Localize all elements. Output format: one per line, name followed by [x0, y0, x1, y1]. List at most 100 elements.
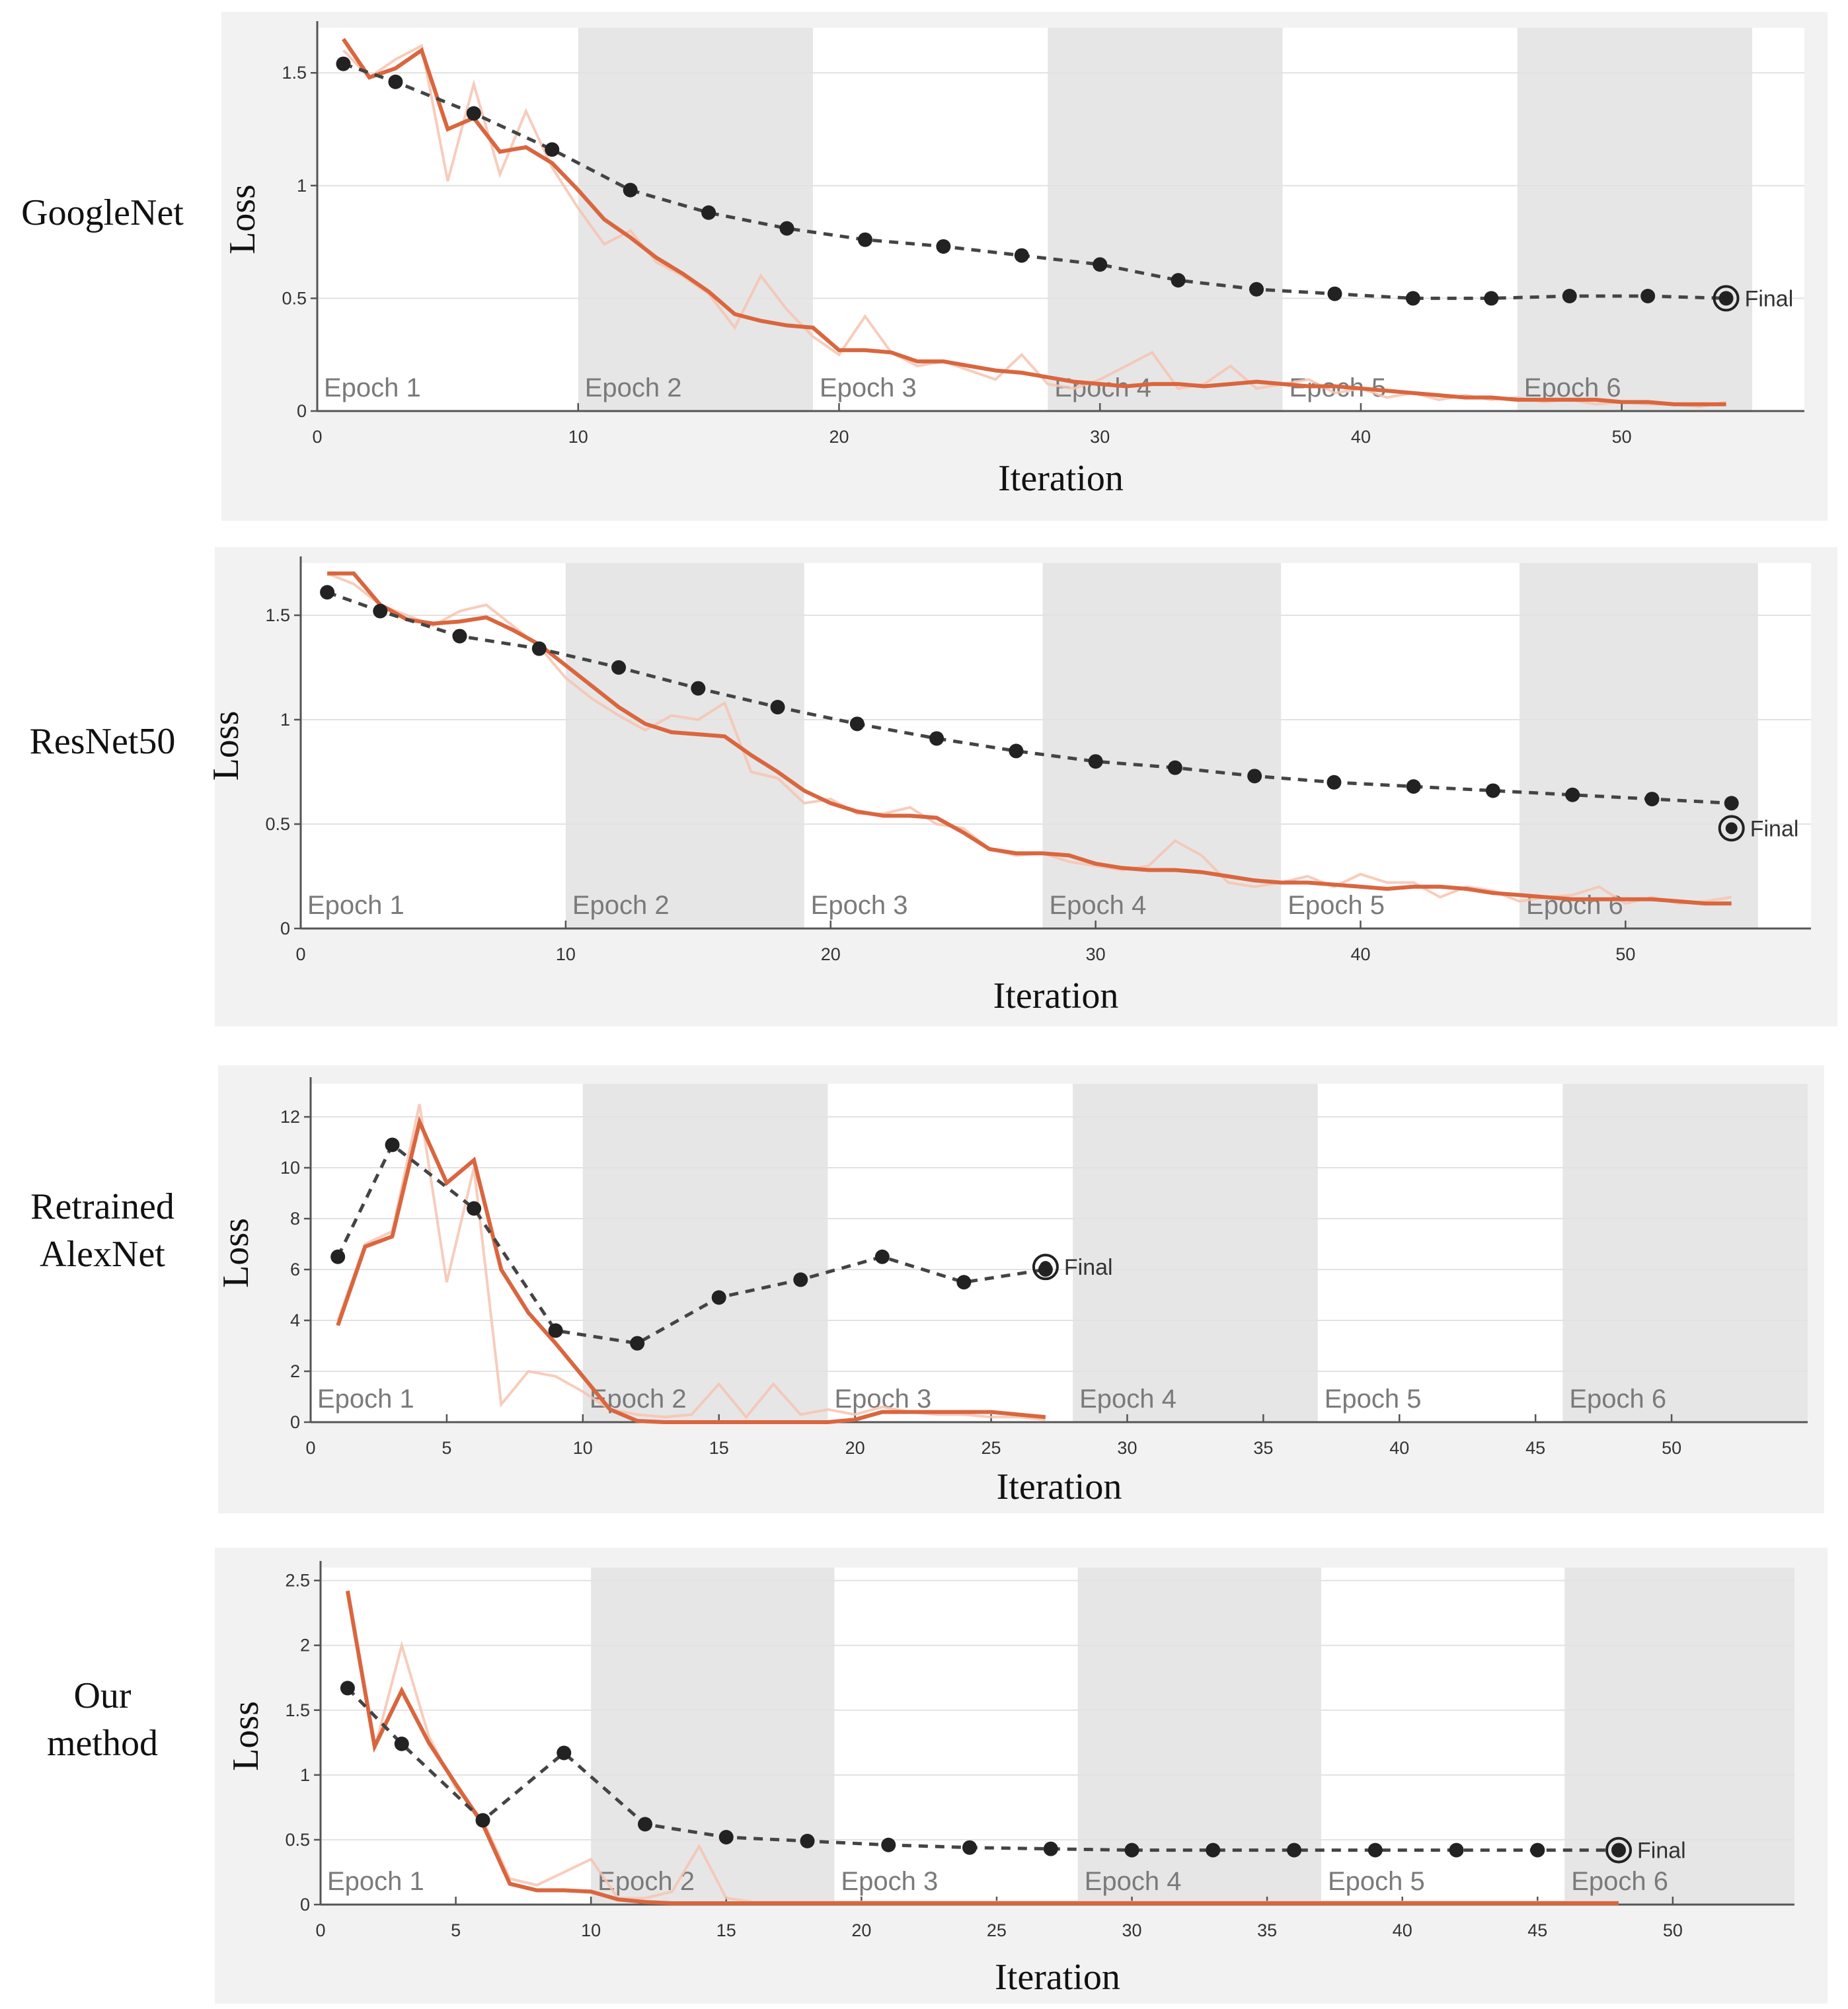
validation-point: [1530, 1842, 1545, 1858]
x-tick-label: 45: [1525, 1438, 1545, 1458]
y-axis-title: Loss: [222, 184, 263, 254]
x-tick-label: 30: [1090, 427, 1110, 447]
validation-point: [936, 239, 951, 254]
validation-point: [1171, 273, 1186, 288]
model-label: Our method: [47, 1675, 158, 1764]
y-tick-label: 0.5: [285, 1830, 310, 1850]
x-tick-label: 50: [1662, 1438, 1681, 1458]
final-label: Final: [1745, 286, 1794, 311]
validation-point: [1449, 1842, 1464, 1858]
x-tick-label: 0: [295, 944, 305, 964]
x-tick-label: 20: [851, 1920, 871, 1940]
validation-point: [340, 1681, 355, 1696]
y-tick-label: 0.5: [282, 288, 307, 308]
validation-point: [531, 641, 547, 656]
epoch-band: [582, 1084, 828, 1422]
validation-point: [770, 700, 785, 715]
validation-point: [1014, 248, 1029, 263]
chart-panel-3: 0 2 4 6 8 10 12 0 5 10 15 20 25 30 35 40 45 50 Epoch 1 Epoc…: [30, 1065, 1824, 1513]
epoch-label: Epoch 5: [1288, 891, 1385, 920]
x-tick-label: 5: [442, 1438, 451, 1458]
plot-area: [311, 1084, 1808, 1422]
epoch-band: [578, 28, 813, 411]
y-tick-label: 1: [297, 176, 307, 196]
training-loss-smoothed-line: [336, 1116, 1046, 1424]
y-tick-label: 1.5: [285, 1700, 310, 1720]
x-tick-label: 20: [821, 944, 841, 964]
validation-point: [857, 232, 872, 247]
model-label: GoogleNet: [21, 192, 184, 233]
epoch-label: Epoch 3: [811, 891, 908, 920]
epoch-label: Epoch 2: [585, 373, 682, 402]
validation-point: [1249, 282, 1264, 297]
validation-point: [373, 603, 388, 619]
epoch-band: [1517, 28, 1753, 411]
final-marker-dot: [1613, 1844, 1625, 1856]
epoch-band: [565, 563, 804, 929]
validation-point: [929, 731, 944, 746]
validation-point: [881, 1837, 896, 1852]
x-tick-label: 20: [829, 427, 849, 447]
epoch-band: [1077, 1568, 1321, 1905]
epoch-label: Epoch 2: [590, 1384, 687, 1414]
validation-point: [1088, 754, 1103, 769]
validation-point: [1247, 769, 1262, 784]
epoch-band: [1564, 1568, 1794, 1905]
validation-point: [1124, 1842, 1139, 1858]
x-tick-label: 15: [709, 1438, 729, 1458]
epoch-label: Epoch 3: [820, 373, 917, 402]
epoch-band: [1520, 563, 1758, 929]
validation-point: [545, 142, 560, 157]
x-axis-title: Iteration: [998, 458, 1124, 499]
validation-loss-line: [336, 1142, 1046, 1346]
epoch-label: Epoch 4: [1079, 1384, 1176, 1414]
training-loss-smoothed-line: [327, 571, 1732, 906]
validation-point: [548, 1323, 563, 1338]
model-label-line: GoogleNet: [21, 192, 184, 233]
epoch-label: Epoch 1: [327, 1867, 424, 1896]
x-tick-label: 35: [1253, 1438, 1273, 1458]
validation-point: [1206, 1842, 1221, 1858]
x-tick-label: 30: [1122, 1920, 1141, 1940]
model-label: Retrained AlexNet: [30, 1186, 174, 1275]
x-axis-title: Iteration: [993, 975, 1119, 1016]
validation-point: [1327, 775, 1342, 790]
x-tick-label: 10: [556, 944, 576, 964]
validation-point: [793, 1272, 808, 1287]
epoch-label: Epoch 1: [317, 1384, 414, 1414]
validation-point: [1406, 779, 1421, 794]
x-tick-label: 40: [1350, 944, 1370, 964]
final-marker-dot: [1725, 822, 1738, 835]
model-label-line: Retrained: [30, 1186, 174, 1227]
chart-panel-2: 0 0.5 1 1.5 0 10 20 30 40 50 Epoch 1 Epoch 2 Epoch 3…: [30, 547, 1837, 1026]
validation-point: [800, 1833, 815, 1848]
epoch-band: [591, 1568, 835, 1905]
validation-point: [1167, 760, 1182, 775]
validation-point: [467, 1201, 482, 1216]
validation-point: [1484, 291, 1499, 306]
validation-point: [874, 1249, 890, 1264]
validation-point: [718, 1830, 734, 1844]
validation-point: [1367, 1842, 1383, 1858]
final-marker-ring: [1032, 1254, 1059, 1281]
y-tick-label: 1: [300, 1765, 310, 1785]
x-axis-title: Iteration: [995, 1957, 1120, 1998]
training-loss-smoothed-line: [345, 1590, 1619, 1905]
model-label-line: method: [47, 1723, 158, 1764]
validation-point: [1724, 796, 1739, 811]
validation-point: [623, 182, 638, 198]
final-label: Final: [1750, 816, 1799, 841]
epoch-band: [1048, 28, 1283, 411]
x-tick-label: 15: [716, 1920, 736, 1940]
final-label: Final: [1637, 1838, 1686, 1864]
x-tick-label: 20: [845, 1438, 865, 1458]
final-marker-ring: [1605, 1837, 1633, 1864]
final-label: Final: [1064, 1255, 1113, 1280]
y-tick-label: 2.5: [285, 1571, 310, 1591]
training-loss-smoothed-line: [342, 38, 1726, 406]
x-tick-label: 35: [1257, 1920, 1277, 1940]
epoch-label: Epoch 6: [1569, 1384, 1666, 1414]
x-tick-label: 10: [568, 427, 588, 447]
x-tick-label: 25: [987, 1920, 1007, 1940]
epoch-label: Epoch 5: [1325, 1384, 1422, 1414]
